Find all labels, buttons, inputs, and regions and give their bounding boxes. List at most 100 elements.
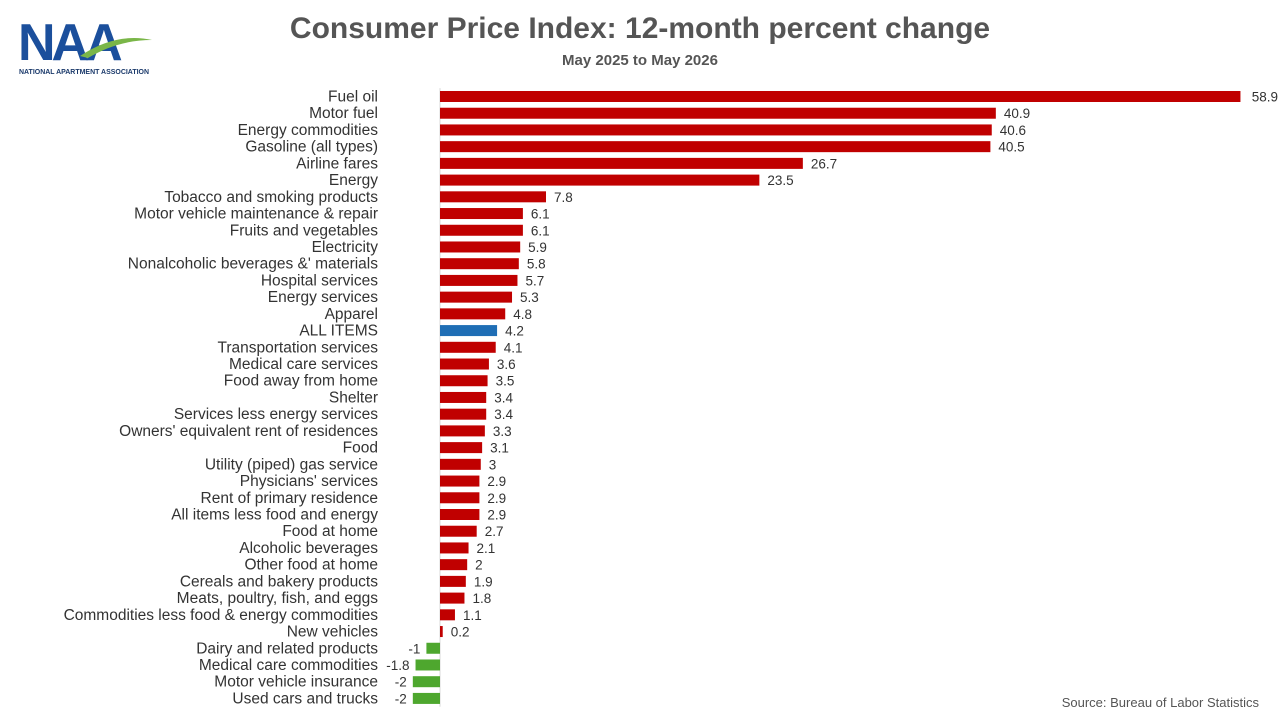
bar [440,425,485,437]
data-label: 3.3 [493,424,512,439]
data-label: -2 [395,675,407,690]
bar [440,542,469,554]
category-label: Meats, poultry, fish, and eggs [177,590,379,607]
category-label: Fruits and vegetables [230,222,378,239]
data-label: 5.7 [525,273,544,288]
category-label: Energy services [268,289,379,306]
bar [412,676,440,688]
data-label: 40.5 [998,140,1024,155]
category-label: Tobacco and smoking products [164,189,378,206]
bar [440,626,443,638]
bar [415,659,440,671]
data-label: 3.4 [494,390,513,405]
data-label: 4.2 [505,324,524,339]
bar [440,174,760,186]
data-label: 2.7 [485,524,504,539]
bar [440,442,483,454]
data-label: 0.2 [451,625,470,640]
bar [440,241,521,253]
bar [440,291,513,303]
category-label: Used cars and trucks [232,690,378,707]
category-label: New vehicles [287,624,379,641]
bar [440,509,480,520]
bar [440,157,803,169]
bar [440,224,523,236]
data-label: 23.5 [767,173,793,188]
data-label: 40.9 [1004,106,1030,121]
data-label: 7.8 [554,190,573,205]
category-label: Cereals and bakery products [180,573,378,590]
data-label: 1.9 [474,574,493,589]
data-label: 1.8 [472,591,491,606]
bar [440,191,547,203]
bar [440,308,506,320]
data-label: 5.8 [527,257,546,272]
category-label: Airline fares [296,155,378,172]
category-label: Gasoline (all types) [245,139,378,156]
data-label: 5.3 [520,290,539,305]
data-label: 2.9 [487,474,506,489]
chart-title: Consumer Price Index: 12-month percent c… [289,12,991,45]
bar [440,609,455,621]
bar [440,592,465,604]
bar [440,325,498,337]
naa-logo: NAA NATIONAL APARTMENT ASSOCIATION [18,16,152,76]
category-label: Energy [329,172,378,189]
data-label: 3.1 [490,441,509,456]
category-label: Physicians' services [240,473,378,490]
bar [440,341,496,353]
category-label: Electricity [312,239,379,256]
data-label: 4.1 [504,340,523,355]
bar [440,274,518,286]
category-label: All items less food and energy [171,507,378,524]
bar [440,408,487,420]
bar [440,458,481,470]
data-label: 1.1 [463,608,482,623]
data-label: 3.5 [496,374,515,389]
category-label: Services less energy services [174,406,378,423]
category-label: Apparel [325,306,378,323]
category-label: Other food at home [244,557,378,574]
data-label: 3 [489,457,497,472]
category-label: Medical care services [229,356,378,373]
data-label: 4.8 [513,307,532,322]
category-label: Motor vehicle maintenance & repair [134,206,378,223]
category-label: Owners' equivalent rent of residences [119,423,378,440]
bar [440,208,523,220]
data-label: 2.1 [477,541,496,556]
bar [440,575,466,587]
bar [440,141,991,153]
bar [440,258,519,270]
bar [440,375,488,387]
bar [440,107,996,119]
logo-swoosh [80,38,152,58]
data-label: 3.4 [494,407,513,422]
category-label: Hospital services [261,272,378,289]
data-label: 6.1 [531,223,550,238]
bar [440,358,489,370]
category-label: Medical care commodities [199,657,378,674]
data-label: 5.9 [528,240,547,255]
category-label: ALL ITEMS [299,323,378,340]
category-label: Rent of primary residence [201,490,378,507]
bar [440,91,1241,102]
category-label: Food at home [282,523,378,540]
category-label: Motor vehicle insurance [214,674,378,691]
data-label: 40.6 [1000,123,1026,138]
bar [440,124,992,136]
data-label: 58.9 [1252,90,1278,105]
bar [412,692,440,704]
bar [440,525,477,537]
category-label: Dairy and related products [196,640,378,657]
data-label: 3.6 [497,357,516,372]
data-label: 26.7 [811,156,837,171]
data-label: -1 [408,641,420,656]
data-label: -2 [395,691,407,706]
bar [426,642,440,654]
category-label: Food away from home [224,373,378,390]
source-note: Source: Bureau of Labor Statistics [1061,695,1259,710]
category-label: Motor fuel [309,105,378,122]
category-label: Utility (piped) gas service [205,456,378,473]
data-label: 2.9 [487,508,506,523]
